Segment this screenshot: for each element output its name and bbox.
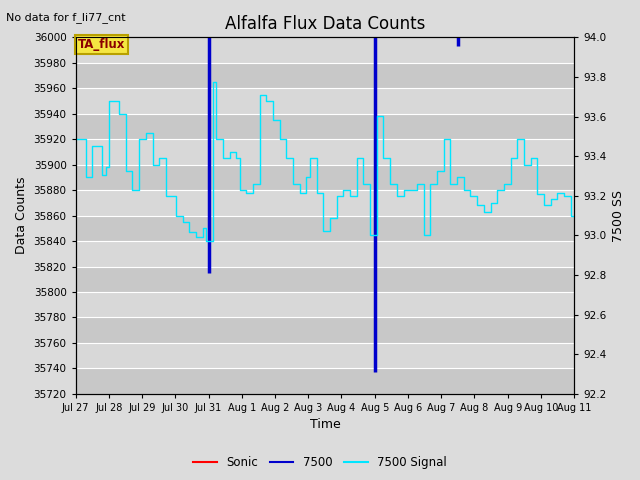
Bar [76, 343, 574, 368]
Bar [76, 165, 574, 190]
Y-axis label: 7500 SS: 7500 SS [612, 190, 625, 241]
X-axis label: Time: Time [310, 419, 340, 432]
Bar [76, 368, 574, 394]
Bar [76, 88, 574, 114]
Bar [76, 266, 574, 292]
Bar [76, 190, 574, 216]
Bar [76, 241, 574, 266]
Bar [76, 37, 574, 63]
Bar [76, 216, 574, 241]
Bar [76, 317, 574, 343]
Text: TA_flux: TA_flux [78, 38, 125, 51]
Legend: Sonic, 7500, 7500 Signal: Sonic, 7500, 7500 Signal [188, 452, 452, 474]
Text: No data for f_li77_cnt: No data for f_li77_cnt [6, 12, 126, 23]
Title: Alfalfa Flux Data Counts: Alfalfa Flux Data Counts [225, 15, 425, 33]
Bar [76, 139, 574, 165]
Y-axis label: Data Counts: Data Counts [15, 177, 28, 254]
Bar [76, 114, 574, 139]
Bar [76, 63, 574, 88]
Bar [76, 292, 574, 317]
